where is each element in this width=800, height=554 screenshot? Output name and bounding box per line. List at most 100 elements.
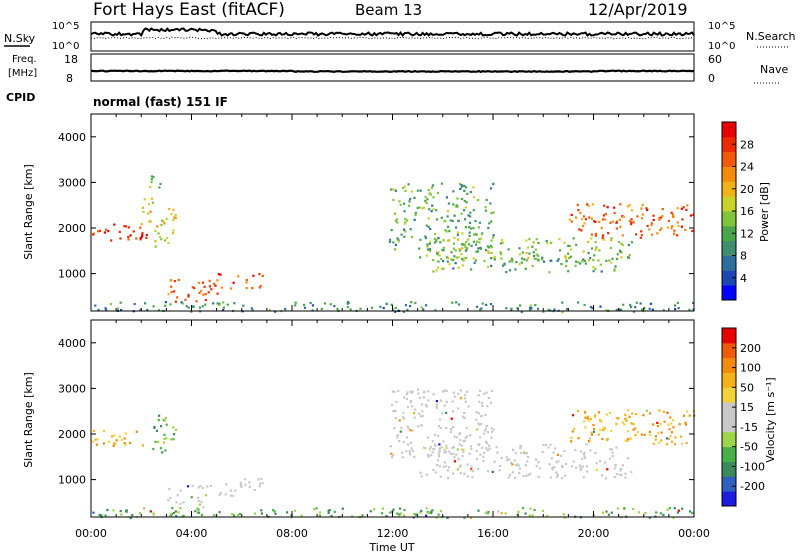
- echo-cell: [469, 190, 472, 194]
- echo-cell: [413, 455, 416, 458]
- echo-cell: [479, 389, 482, 393]
- echo-cell: [412, 450, 415, 453]
- echo-cell: [564, 462, 568, 466]
- echo-cell: [629, 437, 632, 440]
- echo-cell: [470, 516, 473, 519]
- beam-label: Beam 13: [355, 1, 422, 19]
- echo-cell: [437, 452, 440, 455]
- echo-cell: [218, 303, 221, 306]
- echo-cell: [469, 445, 473, 448]
- echo-cell: [556, 259, 559, 262]
- echo-cell: [213, 282, 216, 285]
- power-colorbar: 28 24 20 16 12 8 4: [721, 121, 754, 301]
- echo-cell: [402, 202, 406, 205]
- echo-cell: [150, 197, 153, 200]
- power-ylabel: Slant Range [km]: [22, 164, 35, 260]
- echo-cell: [402, 187, 405, 190]
- echo-cell: [592, 266, 595, 269]
- echo-cell: [398, 515, 401, 518]
- echo-cell: [605, 510, 608, 513]
- echo-cell: [399, 203, 402, 206]
- echo-cell: [659, 422, 662, 426]
- echo-cell: [632, 221, 635, 224]
- echo-cell: [465, 248, 468, 251]
- echo-cell: [461, 198, 464, 201]
- echo-cell: [476, 240, 479, 243]
- echo-cell: [438, 455, 441, 458]
- echo-cell: [120, 513, 123, 516]
- colorbar-swatch: [722, 285, 736, 301]
- echo-cell: [519, 446, 522, 449]
- echo-cell: [589, 417, 592, 421]
- echo-cell: [658, 218, 661, 221]
- echo-cell: [318, 514, 321, 517]
- echo-cell: [460, 212, 463, 215]
- echo-cell: [451, 400, 454, 403]
- echo-cell: [519, 451, 523, 455]
- echo-cell: [602, 238, 605, 241]
- echo-cell: [165, 217, 168, 220]
- echo-cell: [422, 446, 426, 449]
- echo-cell: [527, 473, 530, 476]
- echo-cell: [535, 465, 538, 468]
- echo-cell: [472, 186, 475, 189]
- echo-cell: [284, 308, 287, 311]
- echo-cell: [621, 234, 624, 237]
- echo-cell: [673, 229, 676, 232]
- echo-cell: [564, 516, 567, 519]
- echo-cell: [673, 232, 676, 236]
- echo-cell: [528, 238, 531, 241]
- echo-cell: [435, 400, 438, 403]
- echo-cell: [216, 279, 219, 282]
- echo-cell: [490, 427, 493, 430]
- echo-cell: [535, 257, 538, 260]
- echo-region: [167, 278, 219, 303]
- echo-cell: [426, 436, 430, 439]
- echo-cell: [662, 410, 665, 413]
- echo-cell: [544, 443, 548, 447]
- echo-cell: [313, 508, 316, 511]
- echo-cell: [451, 301, 454, 304]
- echo-cell: [685, 208, 688, 211]
- echo-cell: [484, 209, 488, 212]
- echo-cell: [421, 207, 424, 210]
- echo-cell: [133, 303, 136, 306]
- echo-cell: [670, 431, 673, 434]
- echo-cell: [668, 507, 671, 510]
- echo-cell: [404, 304, 408, 307]
- echo-cell: [201, 305, 204, 308]
- colorbar-swatch: [722, 342, 736, 359]
- echo-cell: [443, 461, 446, 464]
- echo-cell: [595, 246, 598, 249]
- echo-cell: [441, 248, 444, 251]
- echo-region: [94, 301, 695, 314]
- echo-cell: [444, 219, 447, 223]
- echo-cell: [404, 221, 407, 224]
- colorbar-swatch: [722, 166, 736, 182]
- echo-cell: [506, 459, 509, 462]
- echo-cell: [461, 264, 464, 267]
- echo-cell: [529, 304, 532, 307]
- echo-cell: [419, 511, 422, 514]
- echo-cell: [399, 512, 402, 515]
- echo-cell: [424, 235, 427, 238]
- echo-cell: [627, 256, 630, 259]
- echo-cell: [406, 308, 409, 311]
- echo-cell: [197, 500, 200, 503]
- echo-cell: [654, 435, 657, 438]
- echo-cell: [456, 197, 459, 200]
- echo-cell: [508, 473, 512, 476]
- echo-cell: [396, 512, 399, 515]
- echo-cell: [487, 226, 490, 230]
- echo-cell: [414, 214, 417, 217]
- echo-cell: [172, 511, 175, 514]
- echo-cell: [603, 218, 607, 221]
- echo-cell: [680, 225, 683, 228]
- echo-cell: [684, 421, 687, 424]
- echo-cell: [163, 222, 166, 225]
- echo-cell: [159, 182, 162, 185]
- echo-cell: [446, 469, 449, 472]
- echo-cell: [197, 511, 200, 514]
- echo-cell: [443, 404, 446, 407]
- echo-cell: [472, 240, 475, 243]
